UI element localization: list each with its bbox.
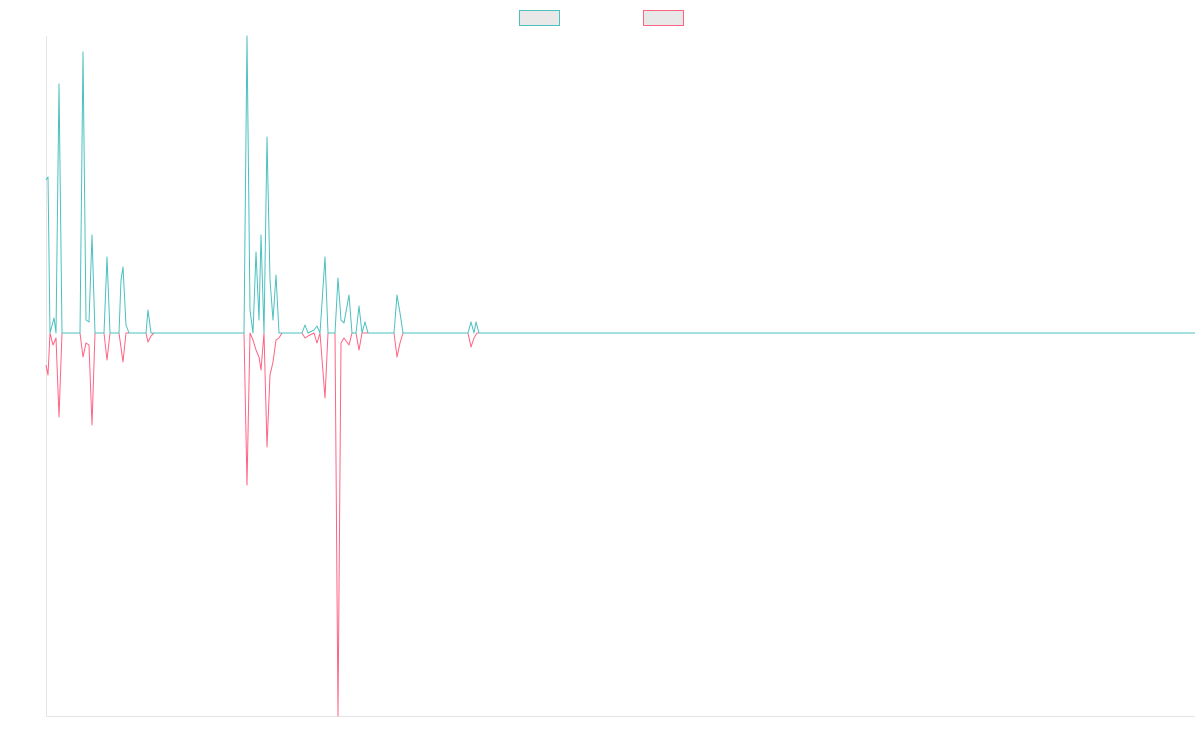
legend-swatch <box>519 10 560 26</box>
series-line <box>45 332 1195 717</box>
series-line <box>45 35 1195 334</box>
legend-swatch <box>643 10 684 26</box>
